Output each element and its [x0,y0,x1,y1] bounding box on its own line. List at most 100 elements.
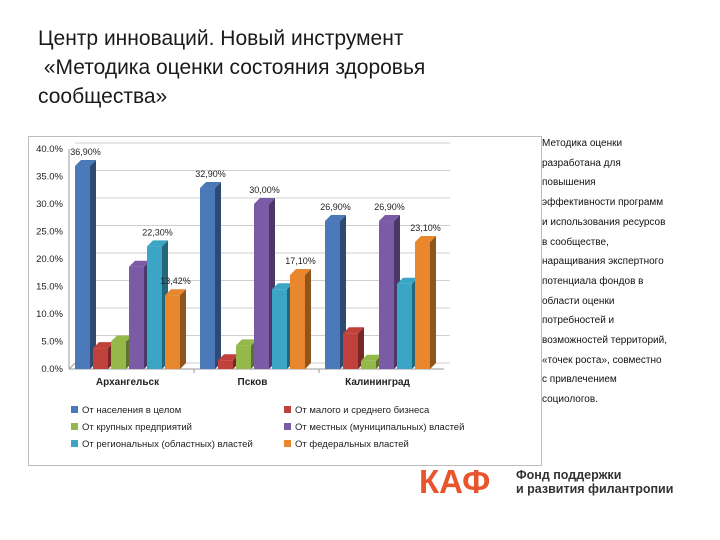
legend-label: От малого и среднего бизнеса [295,405,430,416]
description-line: разработана для [542,157,621,169]
bar-top [397,277,418,284]
bar-top [147,240,168,247]
legend-label: От региональных (областных) властей [82,439,253,450]
legend-swatch [71,423,78,430]
bar-top [379,215,400,222]
legend-swatch [71,406,78,413]
legend-swatch [284,406,291,413]
bar [325,221,340,369]
bar-top [75,160,96,167]
bar-top [236,339,257,346]
y-tick-label: 35.0% [36,172,63,183]
fund-name-line: Фонд поддержки [516,468,622,482]
bar [93,348,108,369]
legend-label: От населения в целом [82,405,181,416]
y-tick-label: 15.0% [36,282,63,293]
data-label: 36,90% [70,147,101,157]
fund-name-line: и развития филантропии [516,482,674,496]
bar-side [430,235,436,369]
bar-top [218,354,239,361]
bar-top [93,342,114,349]
bar-top [254,198,275,204]
bar [272,289,287,369]
data-label: 17,10% [285,256,316,266]
title-line: «Методика оценки состояния здоровья [38,56,426,79]
description-line: эффективности программ [542,197,664,209]
chart-container: 0.0% 5.0% 10.0% 15.0% 20.0% 25.0% 30.0% 35.0% 40… [28,136,542,466]
legend-label: От местных (муниципальных) властей [295,422,464,433]
y-tick-label: 20.0% [36,254,63,265]
description-line: с привлечением [542,374,617,386]
bar-top [290,268,311,275]
description-text: Методика оценки разработана для повышени… [542,134,712,410]
bar-top [200,182,221,189]
bar [397,283,412,369]
description-line: повышения [542,177,596,189]
description-line: области оценки [542,295,615,307]
bar-side [215,182,221,369]
bar [290,274,305,369]
bar [165,295,180,369]
y-tick-label: 30.0% [36,199,63,210]
bar [254,204,269,369]
bar-top [415,235,436,242]
description-line: потребностей и [542,315,615,327]
data-label: 23,10% [410,223,441,233]
data-label: 26,90% [374,202,405,212]
bar-top [343,327,364,334]
bar-top [325,215,346,222]
axis-depth-line [68,362,76,370]
bar [236,345,251,369]
description-line: потенциала фондов в [542,275,644,287]
bar-side [180,289,186,369]
bar [200,188,215,369]
x-tick-label: Калининград [345,377,410,388]
description-line: наращивания экспертного [542,256,664,268]
bar-top [129,260,150,267]
bar [218,360,233,369]
page-title: Центр инноваций. Новый инструмент «Метод… [38,24,598,111]
bar-side [90,160,96,369]
description-line: возможностей территорий, [542,335,668,347]
bar [147,246,162,369]
legend-label: От крупных предприятий [82,422,192,433]
legend-swatch [71,440,78,447]
y-tick-label: 5.0% [41,337,63,348]
description-line: и использования ресурсов [542,216,666,228]
title-line: Центр инноваций. Новый инструмент [38,27,404,50]
bar [343,333,358,369]
data-label: 30,00% [249,185,280,195]
legend-swatch [284,440,291,447]
title-line: сообщества» [38,85,168,108]
bar-side [340,215,346,369]
y-tick-label: 10.0% [36,309,63,320]
bar [75,166,90,369]
bar-top [111,335,132,342]
y-tick-label: 40.0% [36,144,63,155]
bar-top [272,283,293,290]
data-label: 22,30% [142,227,173,237]
bar [415,241,430,369]
bar [129,266,144,369]
y-tick-label: 0.0% [41,364,63,375]
bar-side [305,268,311,369]
bar-side [358,327,364,369]
bar [379,221,394,369]
bar-top [165,289,186,296]
legend-label: От федеральных властей [295,439,409,450]
legend-swatch [284,423,291,430]
y-tick-label: 25.0% [36,227,63,238]
fund-name: Фонд поддержки и развития филантропии [516,468,673,496]
data-label: 26,90% [320,202,351,212]
bar [111,341,126,369]
description-line: социологов. [542,394,598,406]
bar-chart: 0.0% 5.0% 10.0% 15.0% 20.0% 25.0% 30.0% 35.0% 40… [36,142,464,450]
description-line: «точек роста», совместно [542,354,662,366]
bar-top [361,354,382,361]
data-label: 32,90% [195,169,226,179]
kaf-logo: КАФ [419,463,491,500]
bar [361,360,376,369]
description-line: в сообществе, [542,236,609,248]
description-line: Методика оценки [542,138,623,149]
x-tick-label: Псков [238,377,268,388]
